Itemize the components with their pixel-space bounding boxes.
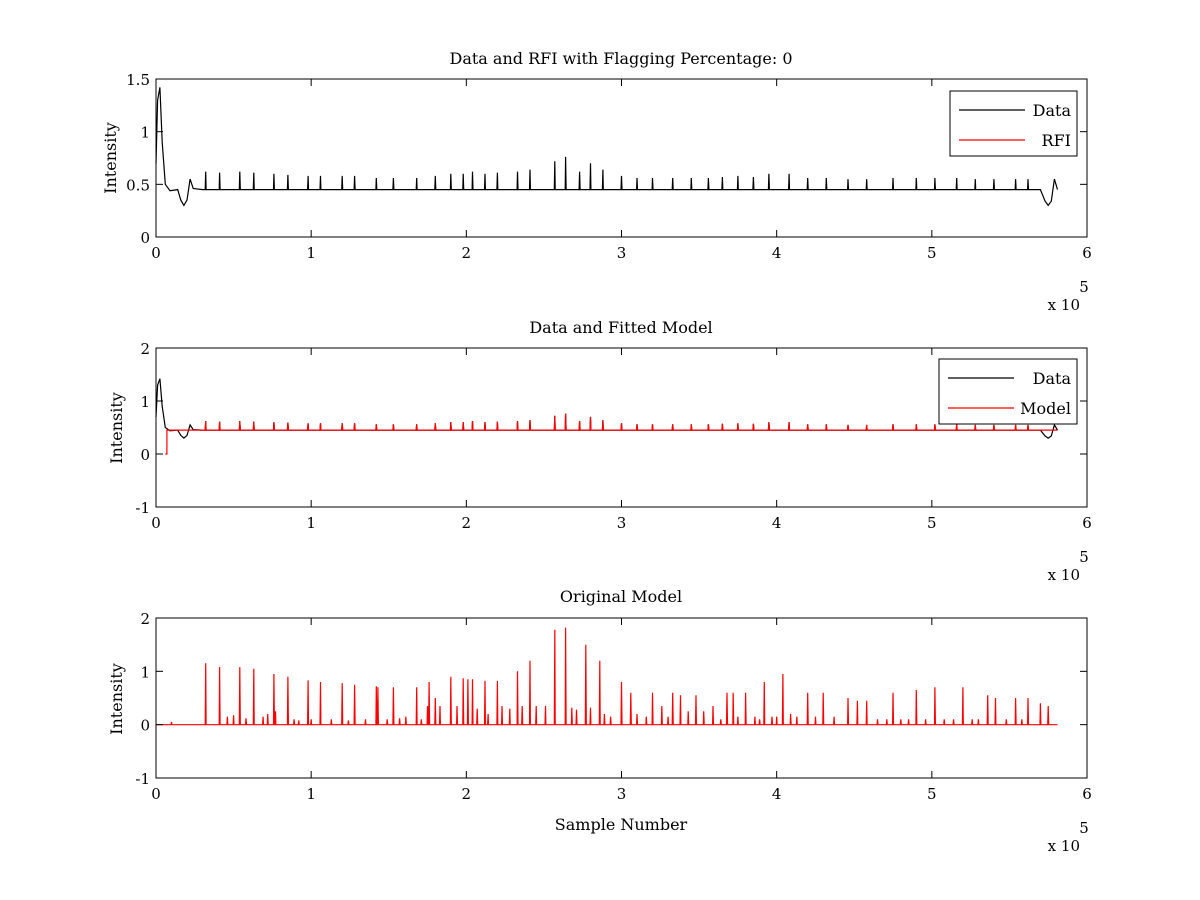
- axes-3-ytick-label: -1: [135, 770, 150, 788]
- axes-1-x-exponent: x 10: [1048, 296, 1080, 314]
- axes-1-xtick-label: 1: [306, 244, 316, 262]
- axes-1-xtick-label: 2: [462, 244, 472, 262]
- axes-3-xtick-label: 1: [306, 785, 316, 803]
- axes-3-x-exponent: x 10: [1048, 837, 1080, 855]
- axes-1-xtick-label: 5: [927, 244, 937, 262]
- axes-2-title: Data and Fitted Model: [529, 318, 712, 337]
- axes-1-xtick-label: 0: [151, 244, 161, 262]
- axes-3-ytick-label: 2: [140, 610, 150, 628]
- axes-1-series-data-line: [155, 87, 1059, 207]
- axes-2-xtick-label: 4: [772, 514, 782, 532]
- axes-2-xtick-label: 2: [462, 514, 472, 532]
- axes-3-xtick-label: 4: [772, 785, 782, 803]
- axes-2-ytick-label: 2: [140, 340, 150, 358]
- axes-1-x-exponent-power: 5: [1079, 278, 1089, 296]
- axes-1-title: Data and RFI with Flagging Percentage: 0: [449, 49, 792, 68]
- axes-3-xtick-label: 0: [151, 785, 161, 803]
- axes-2-ytick-label: 0: [140, 446, 150, 464]
- axes-3-xtick-label: 5: [927, 785, 937, 803]
- axes-2-xtick-label: 6: [1082, 514, 1092, 532]
- axes-1-legend-box: [949, 90, 1078, 157]
- axes-3-title: Original Model: [560, 587, 682, 606]
- axes-3-xlabel: Sample Number: [555, 815, 688, 834]
- axes-1-legend-label-rfi: RFI: [1042, 131, 1071, 150]
- axes-2-xtick-label: 3: [617, 514, 627, 532]
- axes-1: Data and RFI with Flagging Percentage: 0…: [101, 49, 1092, 314]
- axes-2-ytick-label: -1: [135, 499, 150, 517]
- axes-3-xtick-label: 3: [617, 785, 627, 803]
- axes-2-x-exponent: x 10: [1048, 566, 1080, 584]
- axes-1-xtick-label: 4: [772, 244, 782, 262]
- axes-2-series-model-line: [165, 413, 1058, 455]
- axes-1-xtick-label: 3: [617, 244, 627, 262]
- axes-2-legend-box: [938, 358, 1078, 425]
- axes-3: Original Model Intensity Sample Number 0…: [107, 587, 1092, 855]
- axes-3-ylabel: Intensity: [107, 663, 126, 735]
- axes-2-ylabel: Intensity: [107, 392, 126, 464]
- axes-1-ytick-label: 1.5: [126, 71, 150, 89]
- axes-2-xtick-label: 0: [151, 514, 161, 532]
- axes-3-ytick-label: 0: [140, 717, 150, 735]
- axes-3-xtick-label: 2: [462, 785, 472, 803]
- axes-1-legend-label-data: Data: [1033, 101, 1072, 120]
- axes-2-x-exponent-power: 5: [1079, 548, 1089, 566]
- axes-2-legend-label-model: Model: [1020, 399, 1071, 418]
- axes-2-xtick-label: 5: [927, 514, 937, 532]
- axes-2: Data and Fitted Model Intensity 0 1 2 3 4 5 6 -…: [107, 318, 1092, 584]
- axes-3-x-exponent-power: 5: [1079, 819, 1089, 837]
- axes-1-xtick-label: 6: [1082, 244, 1092, 262]
- axes-1-ytick-label: 0: [140, 229, 150, 247]
- axes-1-ytick-label: 1: [140, 124, 150, 142]
- axes-1-ytick-label: 0.5: [126, 176, 150, 194]
- axes-2-legend-label-data: Data: [1033, 369, 1072, 388]
- axes-1-ylabel: Intensity: [101, 122, 120, 194]
- axes-2-ytick-label: 1: [140, 393, 150, 411]
- axes-3-series-model-line: [156, 627, 1058, 726]
- axes-3-xtick-label: 6: [1082, 785, 1092, 803]
- axes-3-ytick-label: 1: [140, 663, 150, 681]
- axes-2-xtick-label: 1: [306, 514, 316, 532]
